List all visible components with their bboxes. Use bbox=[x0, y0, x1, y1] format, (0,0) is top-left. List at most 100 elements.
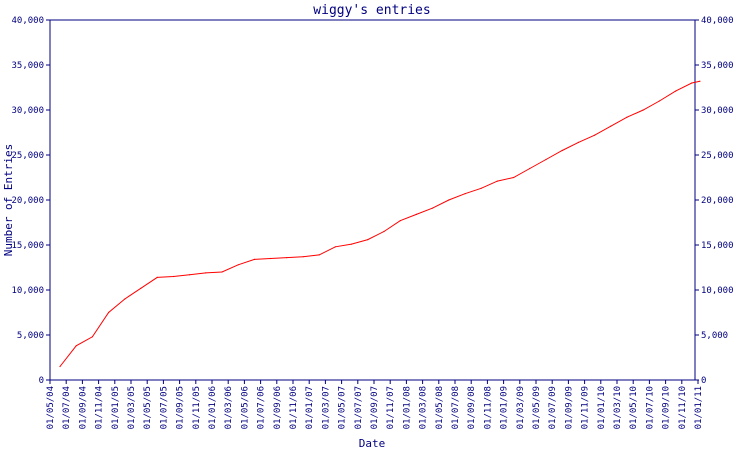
plot-frame bbox=[49, 19, 696, 381]
y-tick-label-right: 35,000 bbox=[701, 61, 734, 71]
data-point bbox=[699, 80, 701, 82]
y-tick-label-right: 25,000 bbox=[701, 151, 734, 161]
data-point bbox=[529, 167, 531, 170]
data-point bbox=[642, 109, 644, 111]
x-tick-label: 01/01/11 bbox=[694, 386, 704, 429]
data-point bbox=[253, 258, 255, 260]
data-point bbox=[91, 336, 93, 338]
x-tick-label: 01/01/07 bbox=[305, 386, 315, 429]
y-axis-label: Number of Entries bbox=[2, 144, 15, 257]
x-tick-label: 01/05/06 bbox=[240, 386, 250, 429]
x-tick-label: 01/11/05 bbox=[192, 386, 202, 429]
y-tick-label-right: 0 bbox=[701, 376, 706, 386]
data-point bbox=[513, 176, 515, 179]
y-tick-label-right: 15,000 bbox=[701, 241, 734, 251]
x-tick-label: 01/01/08 bbox=[402, 386, 412, 429]
x-tick-label: 01/03/10 bbox=[613, 386, 623, 429]
y-tick-label-right: 10,000 bbox=[701, 286, 734, 296]
y-tick-label-left: 40,000 bbox=[11, 16, 44, 26]
data-point bbox=[351, 243, 353, 245]
data-point bbox=[156, 276, 158, 278]
data-point bbox=[189, 274, 191, 276]
y-tick-label-left: 35,000 bbox=[11, 61, 44, 71]
x-tick-label: 01/07/05 bbox=[159, 386, 169, 429]
y-tick-label-left: 5,000 bbox=[17, 331, 44, 341]
data-point bbox=[577, 141, 580, 143]
x-tick-label: 01/09/10 bbox=[662, 386, 672, 429]
x-tick-label: 01/09/04 bbox=[78, 386, 88, 429]
data-point bbox=[237, 264, 239, 266]
x-tick-label: 01/11/04 bbox=[95, 386, 105, 429]
data-point bbox=[448, 199, 450, 201]
y-tick-label-left: 20,000 bbox=[11, 196, 44, 206]
x-tick-label: 01/07/07 bbox=[354, 386, 364, 429]
data-point bbox=[205, 272, 207, 274]
data-point bbox=[302, 256, 304, 258]
data-point bbox=[675, 90, 677, 92]
y-tick-label-right: 20,000 bbox=[701, 196, 734, 206]
y-tick-label-right: 40,000 bbox=[701, 16, 734, 26]
data-point bbox=[318, 254, 320, 256]
x-tick-label: 01/09/09 bbox=[564, 386, 574, 429]
y-tick-label-left: 25,000 bbox=[11, 151, 44, 161]
data-point bbox=[626, 116, 628, 118]
x-tick-label: 01/11/07 bbox=[386, 386, 396, 429]
y-tick-label-right: 30,000 bbox=[701, 106, 734, 116]
data-point bbox=[545, 158, 547, 161]
series-layer bbox=[59, 80, 701, 368]
data-point bbox=[432, 207, 434, 209]
x-tick-label: 01/09/07 bbox=[370, 386, 380, 429]
data-point bbox=[480, 187, 482, 189]
x-tick-label: 01/11/08 bbox=[483, 386, 493, 429]
data-point bbox=[270, 257, 272, 260]
data-point bbox=[415, 213, 417, 215]
x-tick-label: 01/05/09 bbox=[532, 386, 542, 429]
x-tick-label: 01/03/09 bbox=[516, 386, 526, 429]
data-point bbox=[367, 239, 369, 241]
data-point bbox=[172, 275, 174, 278]
x-tick-label: 01/05/10 bbox=[629, 386, 639, 429]
x-tick-label: 01/05/04 bbox=[46, 386, 56, 429]
data-point bbox=[496, 180, 498, 182]
x-tick-label: 01/03/05 bbox=[127, 386, 137, 429]
x-tick-label: 01/05/08 bbox=[435, 386, 445, 429]
x-tick-label: 01/01/05 bbox=[111, 386, 121, 429]
data-point bbox=[221, 271, 223, 273]
data-point bbox=[383, 230, 385, 233]
y-tick-label-left: 10,000 bbox=[11, 286, 44, 296]
chart-title: wiggy's entries bbox=[313, 3, 430, 18]
x-tick-label: 01/01/09 bbox=[500, 386, 510, 429]
x-tick-label: 01/11/09 bbox=[581, 386, 591, 429]
x-axis-label: Date bbox=[359, 437, 386, 450]
data-point bbox=[594, 134, 596, 136]
x-tick-label: 01/11/10 bbox=[678, 386, 688, 429]
x-tick-label: 01/09/08 bbox=[467, 386, 477, 429]
x-tick-label: 01/11/06 bbox=[289, 386, 299, 429]
x-tick-label: 01/09/05 bbox=[176, 386, 186, 429]
data-point bbox=[610, 125, 612, 127]
x-tick-label: 01/03/06 bbox=[224, 386, 234, 429]
data-point bbox=[691, 82, 693, 84]
x-tick-label: 01/03/08 bbox=[419, 386, 429, 429]
series-line bbox=[59, 80, 701, 367]
x-tick-label: 01/07/09 bbox=[548, 386, 558, 429]
x-tick-label: 01/01/10 bbox=[597, 386, 607, 429]
y-tick-label-right: 5,000 bbox=[701, 331, 728, 341]
y-axis: 0 0 5,000 5,000 10,000 10,000 15,000 15,000 20,0… bbox=[11, 16, 733, 386]
x-tick-label: 01/05/05 bbox=[143, 386, 153, 429]
data-point bbox=[140, 287, 142, 289]
data-point bbox=[561, 149, 563, 152]
x-tick-label: 01/07/10 bbox=[645, 386, 655, 429]
x-tick-label: 01/01/06 bbox=[208, 386, 218, 429]
y-tick-label-left: 15,000 bbox=[11, 241, 44, 251]
data-point bbox=[124, 298, 126, 300]
data-point bbox=[59, 365, 61, 368]
y-tick-label-left: 30,000 bbox=[11, 106, 44, 116]
data-point bbox=[108, 311, 110, 314]
x-tick-label: 01/03/07 bbox=[321, 386, 331, 429]
data-point bbox=[286, 257, 288, 259]
x-tick-label: 01/09/06 bbox=[273, 386, 283, 429]
x-tick-label: 01/07/06 bbox=[257, 386, 267, 429]
